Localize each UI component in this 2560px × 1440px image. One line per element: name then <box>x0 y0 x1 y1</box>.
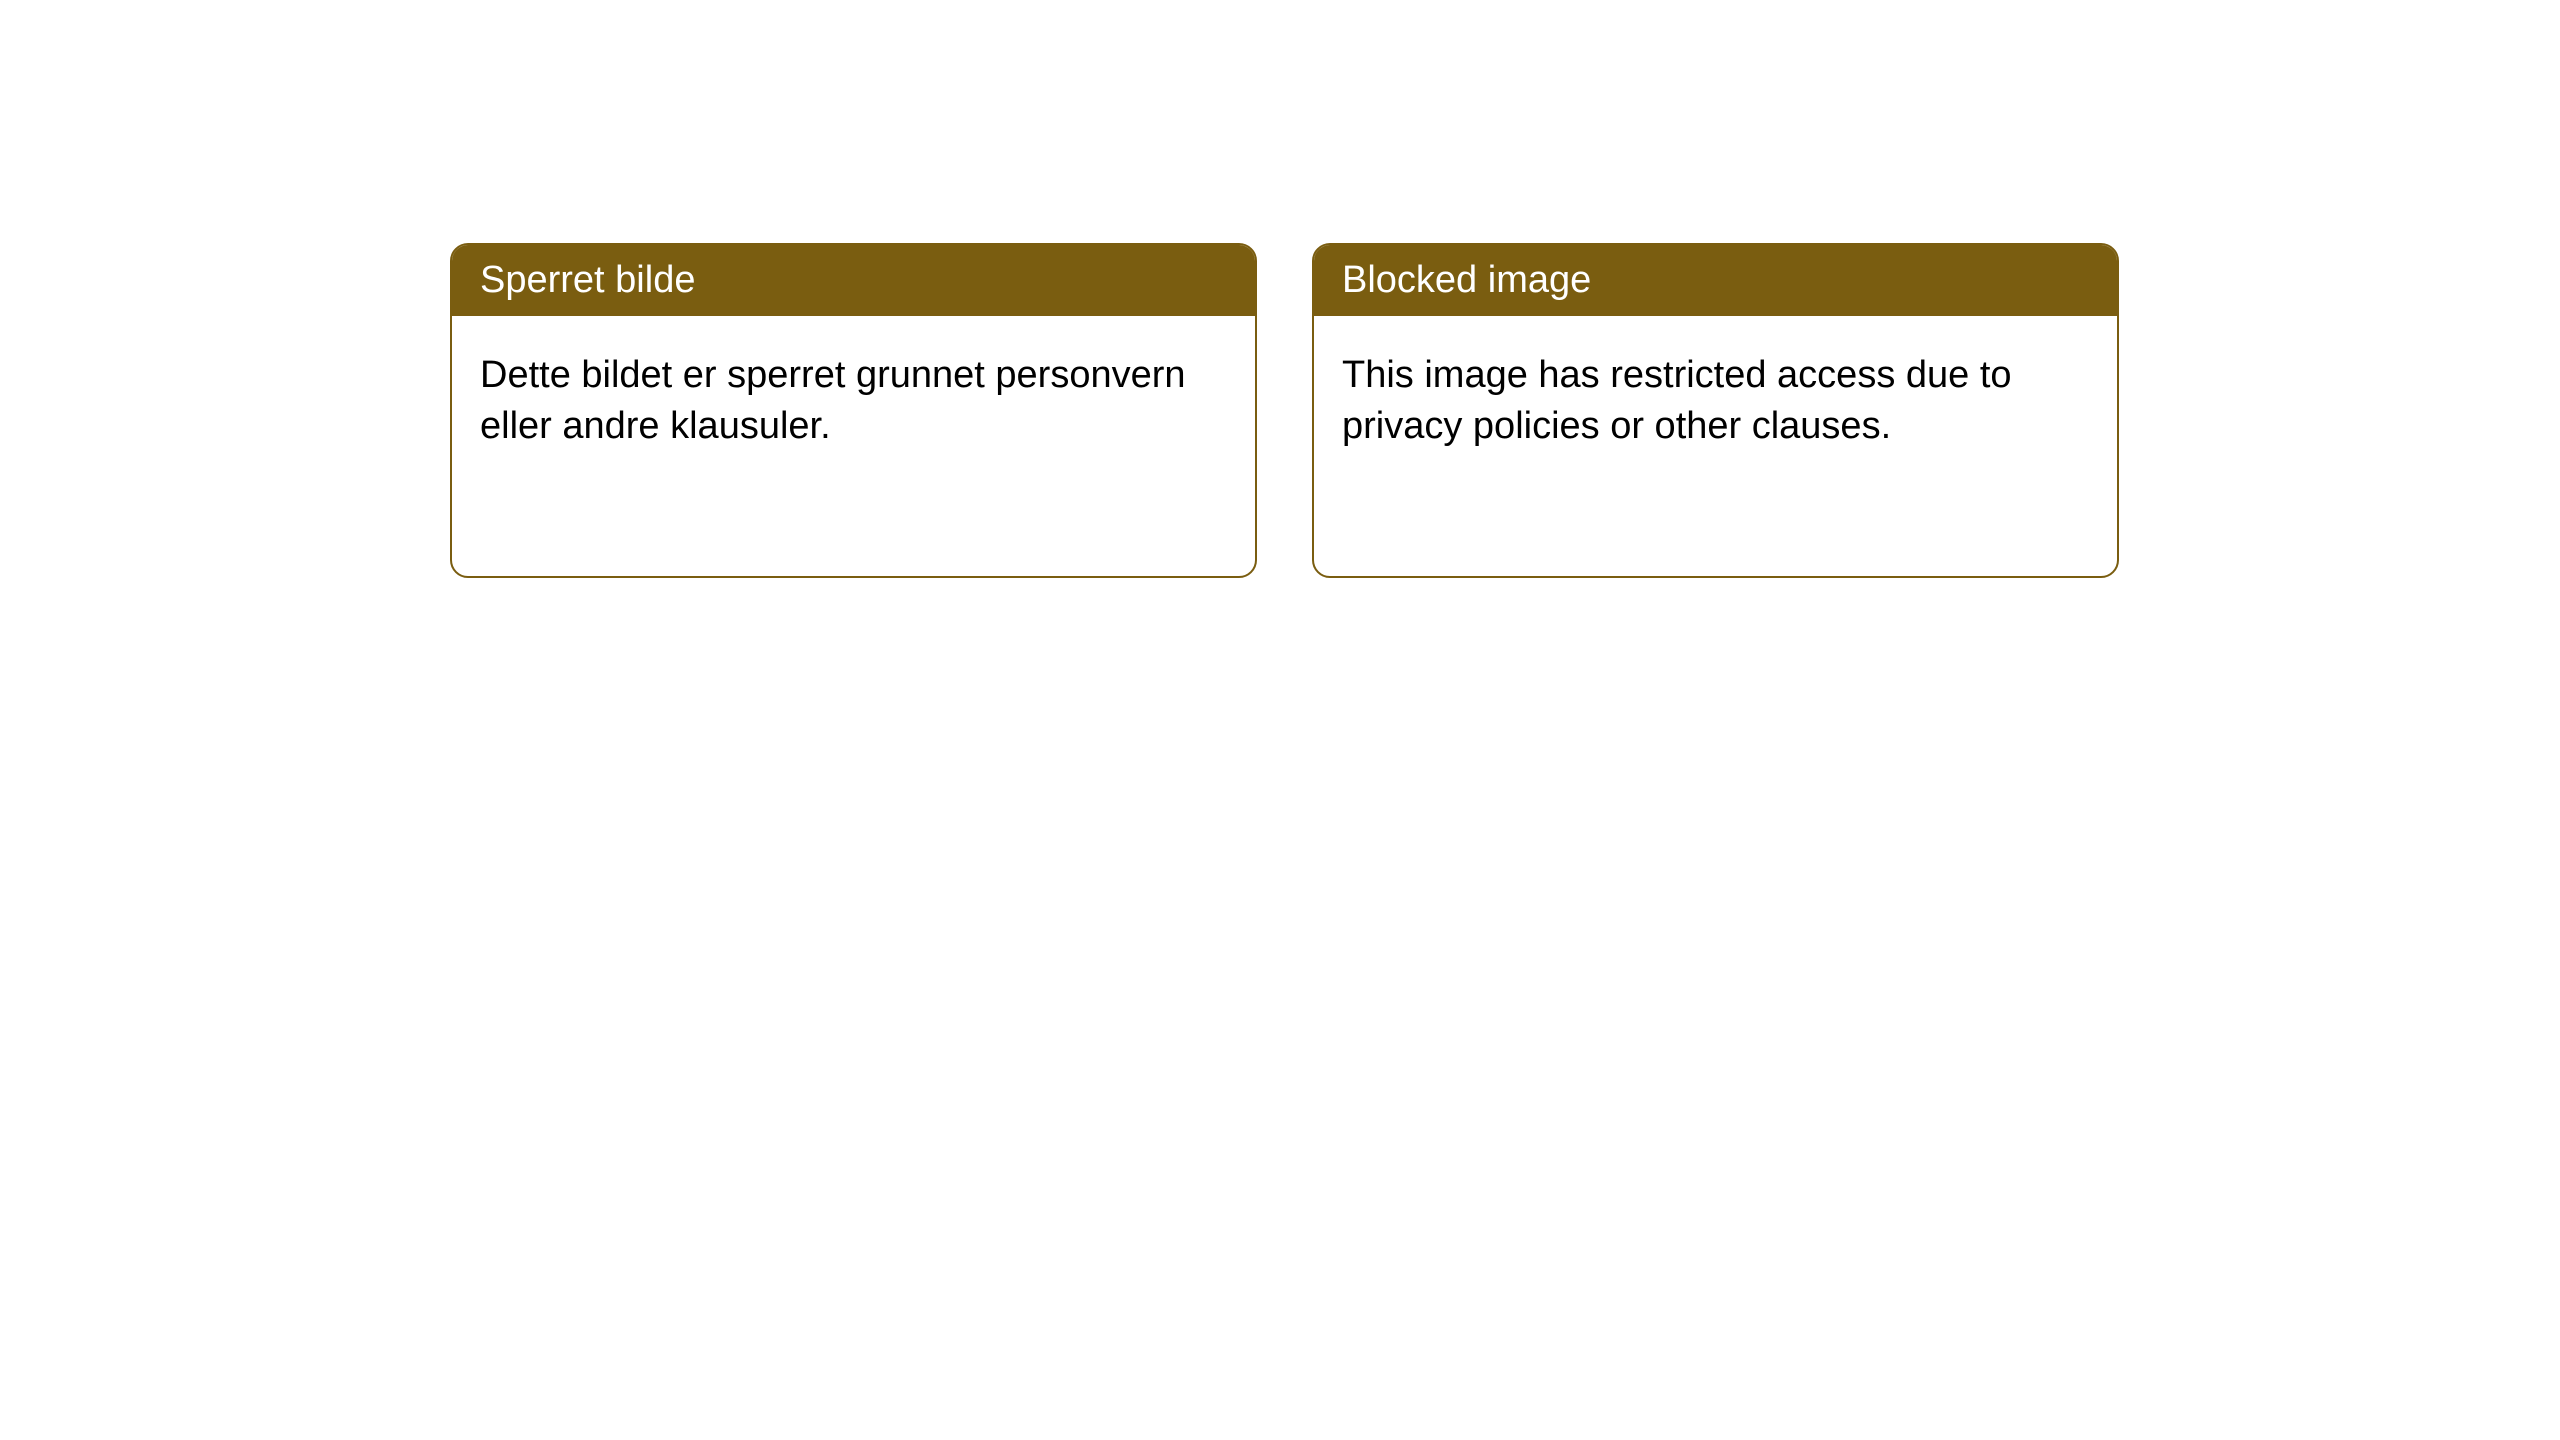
cards-container: Sperret bilde Dette bildet er sperret gr… <box>450 243 2560 578</box>
blocked-image-card-english: Blocked image This image has restricted … <box>1312 243 2119 578</box>
card-header-norwegian: Sperret bilde <box>452 245 1255 316</box>
card-body-english: This image has restricted access due to … <box>1314 316 2117 487</box>
card-header-english: Blocked image <box>1314 245 2117 316</box>
card-body-norwegian: Dette bildet er sperret grunnet personve… <box>452 316 1255 487</box>
blocked-image-card-norwegian: Sperret bilde Dette bildet er sperret gr… <box>450 243 1257 578</box>
